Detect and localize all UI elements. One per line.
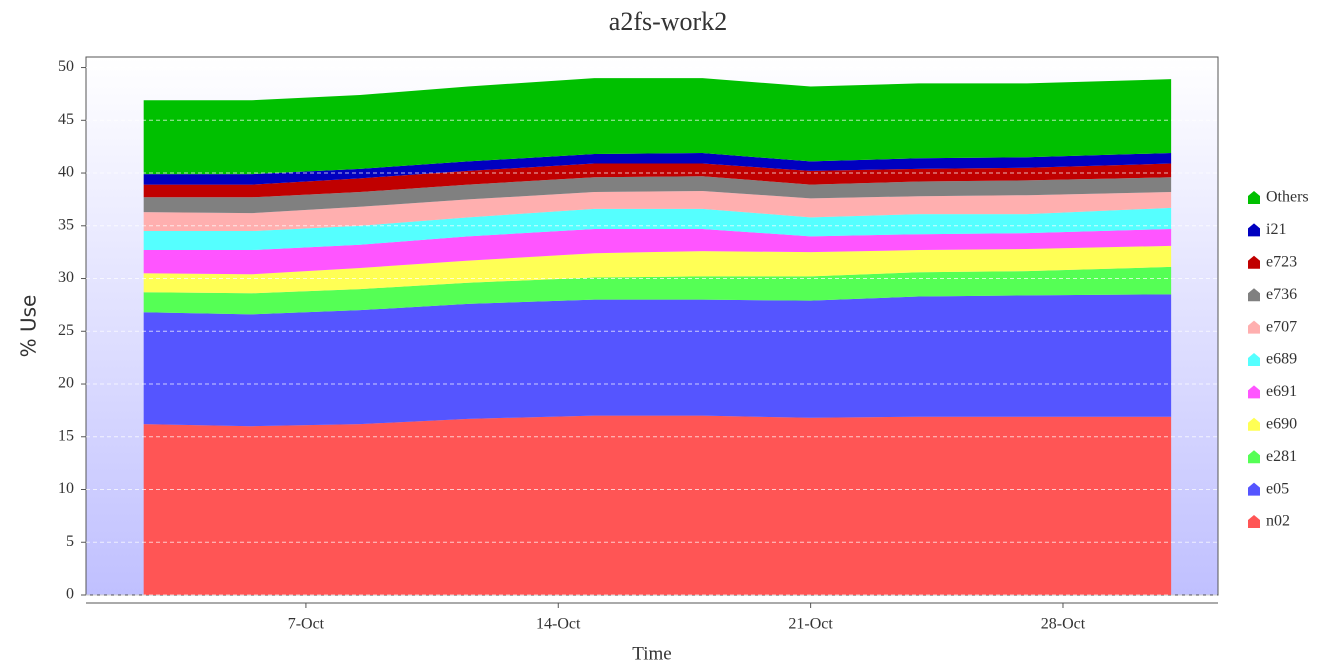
legend-label: n02 [1266,513,1290,530]
y-tick-label: 30 [58,269,74,286]
y-tick-label: 15 [58,427,74,444]
legend-label: e707 [1266,318,1297,335]
legend-swatch [1248,353,1260,366]
y-tick-label: 45 [58,111,74,128]
legend-swatch [1248,223,1260,237]
legend-swatch [1248,320,1260,334]
area [143,245,1172,294]
legend-swatch [1248,385,1260,399]
y-tick-label: 35 [58,216,74,233]
chart-title: a2fs-work2 [609,7,727,36]
area [143,228,1172,275]
x-axis-label: Time [632,643,671,664]
x-tick-label: 28-Oct [1041,616,1086,633]
area [143,176,1172,214]
legend-label: Others [1266,189,1309,206]
legend-label: e690 [1266,415,1297,432]
legend-label: i21 [1266,221,1286,238]
legend-swatch [1248,255,1260,269]
x-tick-label: 14-Oct [536,616,581,633]
y-tick-label: 40 [58,164,74,181]
y-tick-label: 5 [66,533,74,550]
legend-label: e691 [1266,383,1297,400]
y-axis-label: % Use [17,295,41,358]
y-tick-label: 20 [58,375,74,392]
x-tick-label: 7-Oct [288,616,325,633]
area [143,78,1172,175]
legend-label: e281 [1266,448,1297,465]
legend-swatch [1248,515,1260,528]
legend-swatch [1248,191,1260,204]
area [143,163,1172,198]
area [143,415,1172,595]
legend-swatch [1248,288,1260,302]
y-tick-label: 25 [58,322,74,339]
x-tick-label: 21-Oct [788,616,833,633]
area [143,190,1172,232]
legend-label: e723 [1266,253,1297,270]
y-tick-label: 10 [58,480,74,497]
area [143,152,1172,185]
legend-swatch [1248,417,1260,431]
y-tick-label: 0 [66,586,74,603]
area [143,207,1172,251]
legend-swatch [1248,482,1260,496]
y-tick-label: 50 [58,58,74,75]
legend-label: e736 [1266,286,1297,303]
legend-label: e05 [1266,480,1289,497]
legend-swatch [1248,450,1260,464]
area [143,294,1172,427]
legend-label: e689 [1266,351,1297,368]
